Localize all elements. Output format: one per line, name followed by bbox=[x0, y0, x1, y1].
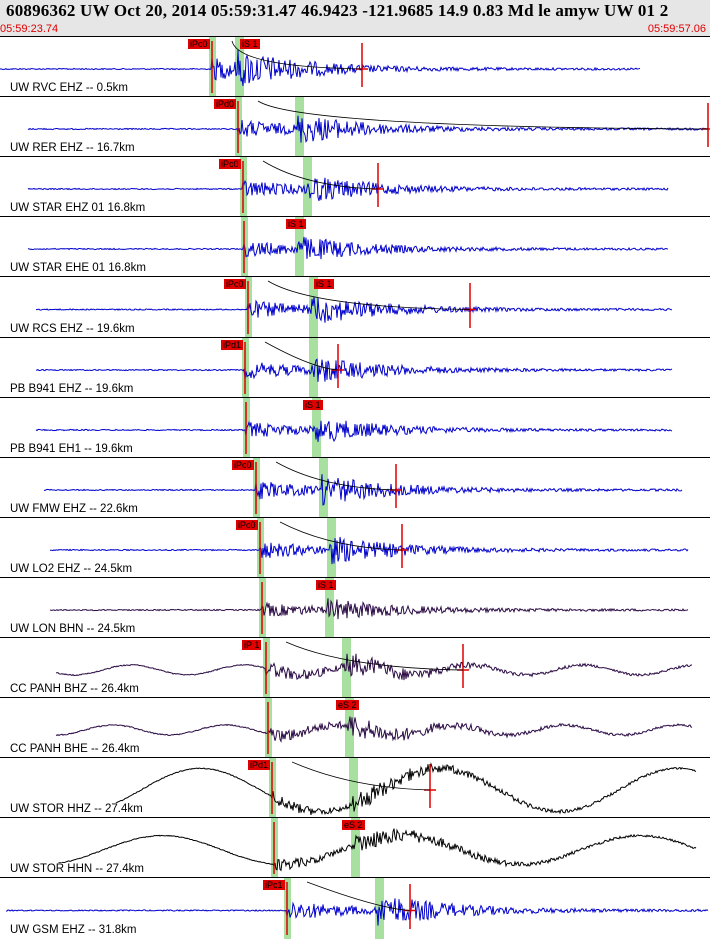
waveform bbox=[36, 338, 673, 398]
station-label: UW LON BHN -- 24.5km bbox=[10, 623, 137, 635]
pick-window bbox=[349, 758, 358, 818]
trace-panel[interactable]: iPd1 PB B941 EHZ -- 19.6km bbox=[0, 337, 710, 398]
phase-pick-label[interactable]: iPc0 bbox=[224, 279, 246, 289]
waveform bbox=[35, 277, 672, 338]
coda-envelope bbox=[291, 761, 431, 791]
waveform bbox=[50, 518, 689, 578]
waveform bbox=[27, 217, 669, 277]
window-start-time: 05:59:23.74 bbox=[0, 23, 59, 35]
seismogram-traces[interactable]: iPc0 iS 1 UW RVC EHZ -- 0.5km iPd0 UW RER EH… bbox=[0, 36, 710, 939]
phase-pick-label[interactable]: iP 1 bbox=[242, 640, 262, 650]
waveform bbox=[27, 157, 669, 217]
pick-window bbox=[309, 338, 318, 398]
phase-pick-label[interactable]: eS 2 bbox=[336, 700, 359, 710]
pick-window bbox=[309, 277, 318, 338]
trace-line bbox=[27, 115, 709, 143]
station-label: UW RVC EHZ -- 0.5km bbox=[10, 82, 129, 94]
phase-pick-label[interactable]: iPc0 bbox=[236, 520, 258, 530]
pick-window bbox=[345, 698, 354, 758]
coda-envelope bbox=[231, 40, 363, 70]
phase-pick-label[interactable]: iPc1 bbox=[263, 880, 285, 890]
trace-line bbox=[27, 236, 669, 260]
waveform bbox=[43, 458, 683, 518]
pick-window bbox=[319, 458, 328, 518]
event-title: 60896362 UW Oct 20, 2014 05:59:31.47 46.… bbox=[6, 1, 669, 20]
coda-envelope bbox=[279, 521, 403, 551]
waveform bbox=[5, 878, 709, 939]
station-label: UW STAR EHZ 01 16.8km bbox=[10, 202, 147, 214]
trace-line bbox=[49, 598, 689, 620]
trace-line bbox=[50, 536, 689, 565]
phase-pick-label[interactable]: iPd1 bbox=[248, 760, 271, 770]
phase-pick-label[interactable]: iS 1 bbox=[303, 400, 323, 410]
trace-line bbox=[35, 296, 672, 323]
trace-panel[interactable]: iS 1 UW LON BHN -- 24.5km bbox=[0, 577, 710, 638]
trace-panel[interactable]: eS 2 UW STOR HHN -- 27.4km bbox=[0, 817, 710, 878]
waveform bbox=[49, 578, 689, 638]
trace-panel[interactable]: iPd0 UW RER EHZ -- 16.7km bbox=[0, 96, 710, 157]
station-label: UW FMW EHZ -- 22.6km bbox=[10, 503, 139, 515]
trace-panel[interactable]: iS 1 PB B941 EH1 -- 19.6km bbox=[0, 397, 710, 458]
trace-panel[interactable]: iPc0 UW STAR EHZ 01 16.8km bbox=[0, 156, 710, 217]
coda-envelope bbox=[264, 341, 339, 371]
phase-pick-label[interactable]: eS 2 bbox=[342, 820, 365, 830]
station-label: UW STOR HHZ -- 27.4km bbox=[10, 803, 144, 815]
station-label: UW STAR EHE 01 16.8km bbox=[10, 262, 147, 274]
trace-panel[interactable]: iPc1 UW GSM EHZ -- 31.8km bbox=[0, 877, 710, 939]
station-label: UW GSM EHZ -- 31.8km bbox=[10, 924, 138, 936]
station-label: UW RCS EHZ -- 19.6km bbox=[10, 323, 136, 335]
waveform bbox=[27, 97, 710, 157]
trace-line bbox=[5, 898, 709, 926]
waveform bbox=[55, 638, 692, 698]
trace-line bbox=[35, 420, 673, 442]
trace-panel[interactable]: eS 2 CC PANH BHE -- 26.4km bbox=[0, 697, 710, 758]
trace-line bbox=[43, 474, 683, 506]
trace-line bbox=[55, 653, 692, 681]
phase-pick-label[interactable]: iPc0 bbox=[188, 39, 210, 49]
trace-line bbox=[55, 716, 693, 744]
trace-line bbox=[27, 177, 669, 201]
waveform bbox=[35, 398, 673, 458]
station-label: CC PANH BHZ -- 26.4km bbox=[10, 683, 140, 695]
trace-panel[interactable]: iPc0 UW FMW EHZ -- 22.6km bbox=[0, 457, 710, 518]
phase-pick-label[interactable]: iPc0 bbox=[232, 460, 254, 470]
trace-panel[interactable]: iPc0 UW LO2 EHZ -- 24.5km bbox=[0, 517, 710, 578]
station-label: CC PANH BHE -- 26.4km bbox=[10, 743, 141, 755]
phase-pick-label[interactable]: iS 1 bbox=[286, 219, 306, 229]
station-label: PB B941 EHZ -- 19.6km bbox=[10, 383, 135, 395]
waveform bbox=[0, 37, 641, 97]
trace-line bbox=[0, 49, 641, 86]
trace-line bbox=[57, 828, 697, 872]
waveform bbox=[55, 698, 693, 758]
phase-pick-label[interactable]: iS 1 bbox=[316, 580, 336, 590]
coda-envelope bbox=[262, 160, 379, 190]
trace-line bbox=[36, 358, 673, 382]
coda-envelope bbox=[306, 881, 411, 911]
phase-pick-label[interactable]: iPd0 bbox=[214, 99, 237, 109]
trace-panel[interactable]: iP 1 CC PANH BHZ -- 26.4km bbox=[0, 637, 710, 698]
phase-pick-label[interactable]: iPd1 bbox=[221, 340, 244, 350]
event-header: 60896362 UW Oct 20, 2014 05:59:31.47 46.… bbox=[0, 0, 710, 36]
coda-envelope bbox=[257, 100, 709, 130]
phase-pick-label[interactable]: iS 1 bbox=[240, 39, 260, 49]
coda-envelope bbox=[285, 641, 464, 671]
window-end-time: 05:59:57.06 bbox=[647, 23, 706, 35]
trace-panel[interactable]: iPc0 iS 1 UW RVC EHZ -- 0.5km bbox=[0, 36, 710, 97]
trace-panel[interactable]: iPd1 UW STOR HHZ -- 27.4km bbox=[0, 757, 710, 818]
trace-panel[interactable]: iPc0 iS 1 UW RCS EHZ -- 19.6km bbox=[0, 276, 710, 338]
waveform bbox=[57, 758, 697, 818]
coda-envelope bbox=[275, 461, 397, 491]
phase-pick-label[interactable]: iS 1 bbox=[314, 279, 334, 289]
coda-envelope bbox=[267, 280, 471, 310]
station-label: UW STOR HHN -- 27.4km bbox=[10, 863, 145, 875]
station-label: UW RER EHZ -- 16.7km bbox=[10, 142, 136, 154]
trace-panel[interactable]: iS 1 UW STAR EHE 01 16.8km bbox=[0, 216, 710, 277]
station-label: UW LO2 EHZ -- 24.5km bbox=[10, 563, 134, 575]
phase-pick-label[interactable]: iPc0 bbox=[219, 159, 241, 169]
pick-window bbox=[351, 818, 360, 878]
station-label: PB B941 EH1 -- 19.6km bbox=[10, 443, 134, 455]
trace-line bbox=[57, 762, 697, 816]
pick-window bbox=[325, 578, 334, 638]
waveform bbox=[57, 818, 697, 878]
